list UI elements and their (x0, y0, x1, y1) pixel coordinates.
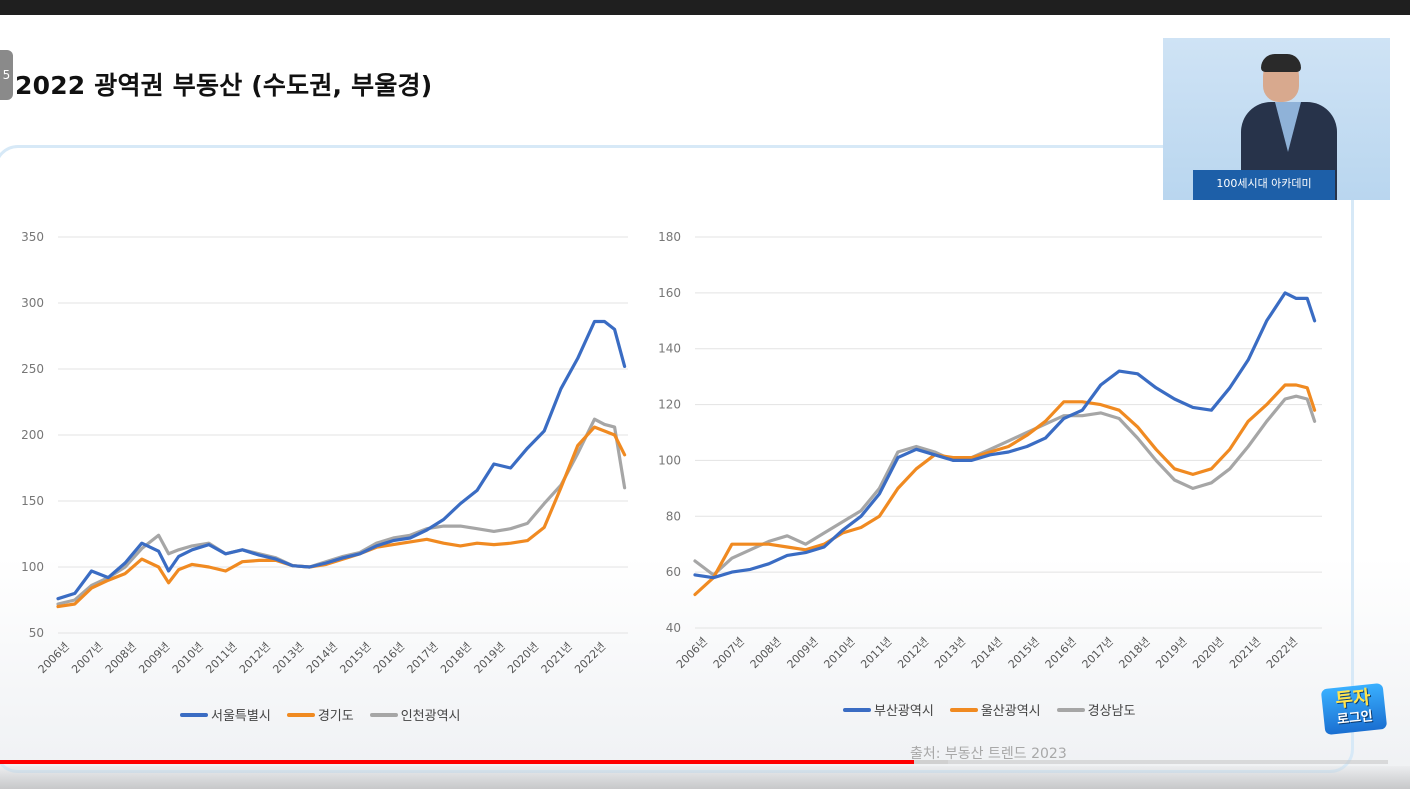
x-tick-label: 2012년 (237, 640, 273, 676)
x-tick-label: 2011년 (203, 640, 239, 676)
podium-sign: 100세시대 아카데미 (1193, 170, 1335, 200)
series-line-2 (56, 425, 627, 609)
series-line-1 (56, 319, 627, 601)
chart-busan-ulsan-gyeongnam-svg: 40 60 80 100 120 140 160 180 2006년 2007년 2008년 2009… (658, 230, 1322, 671)
series-line-2 (693, 383, 1317, 597)
x-tick-label: 2022년 (572, 640, 608, 676)
x-tick-label: 2014년 (304, 640, 340, 676)
x-tick-label: 2009년 (136, 640, 172, 676)
legend-swatch (369, 712, 398, 717)
x-tick-label: 2018년 (438, 640, 474, 676)
legend-label: 경기도 (317, 709, 354, 724)
y-tick-label: 50 (29, 626, 44, 640)
presenter-hair (1261, 54, 1301, 72)
legend-item: 경상남도 (1056, 700, 1136, 719)
y-tick-label: 100 (658, 453, 681, 467)
legend-item: 부산광역시 (843, 700, 934, 719)
x-tick-label: 2022년 (1264, 635, 1300, 671)
x-tick-label: 2016년 (371, 640, 407, 676)
legend-swatch (1056, 707, 1085, 712)
x-tick-label: 2015년 (1006, 635, 1042, 671)
slide-number: 5 (0, 50, 13, 100)
x-tick-label: 2017년 (1080, 635, 1116, 671)
legend-swatch (180, 712, 208, 717)
y-tick-label: 100 (21, 560, 44, 574)
chart-busan-ulsan-gyeongnam: 40 60 80 100 120 140 160 180 2006년 2007년 2008년 2009… (650, 225, 1350, 695)
x-tick-label: 2008년 (103, 640, 139, 676)
legend-busan-ulsan-gyeongnam: 부산광역시 울산광역시 경상남도 (843, 700, 1135, 719)
y-tick-label: 80 (666, 509, 681, 523)
x-tick-label: 2021년 (539, 640, 575, 676)
x-tick-label: 2013년 (932, 635, 968, 671)
x-tick-label: 2012년 (895, 635, 931, 671)
video-controls-bar[interactable] (0, 766, 1410, 789)
x-tick-label: 2007년 (69, 640, 105, 676)
x-tick-label: 2017년 (405, 640, 441, 676)
x-tick-label: 2020년 (505, 640, 541, 676)
x-tick-label: 2020년 (1190, 635, 1226, 671)
x-tick-label: 2010년 (170, 640, 206, 676)
legend-swatch (286, 712, 315, 717)
legend-label: 부산광역시 (874, 704, 934, 719)
source-caption: 출처: 부동산 트렌드 2023 (910, 746, 1067, 762)
legend-capital-region: 서울특별시 경기도 인천광역시 (180, 705, 461, 724)
slide-title: 2022 광역권 부동산 (수도권, 부울경) (15, 71, 433, 100)
legend-item: 경기도 (286, 705, 354, 724)
series-line-3 (693, 394, 1317, 577)
y-tick-label: 150 (21, 494, 44, 508)
legend-swatch (843, 707, 871, 712)
y-tick-label: 250 (21, 362, 44, 376)
presenter-webcam: 100세시대 아카데미 (1163, 38, 1390, 200)
y-tick-label: 160 (658, 286, 681, 300)
x-tick-label: 2006년 (36, 640, 72, 676)
legend-item: 울산광역시 (949, 700, 1041, 719)
y-tick-label: 60 (666, 565, 681, 579)
legend-label: 경상남도 (1087, 704, 1136, 719)
chart-capital-region: 50 100 150 200 250 300 350 2006년 2007년 2008년 2009년… (0, 225, 640, 695)
y-tick-label: 140 (658, 342, 681, 356)
x-tick-label: 2006년 (674, 635, 710, 671)
y-tick-label: 120 (658, 398, 681, 412)
x-tick-label: 2018년 (1116, 635, 1152, 671)
y-tick-label: 180 (658, 230, 681, 244)
y-tick-label: 40 (666, 621, 681, 635)
y-tick-label: 300 (21, 296, 44, 310)
browser-top-bar (0, 0, 1410, 15)
x-tick-label: 2015년 (337, 640, 373, 676)
x-tick-label: 2009년 (785, 635, 821, 671)
legend-swatch (949, 707, 978, 712)
x-tick-label: 2010년 (821, 635, 857, 671)
legend-label: 울산광역시 (980, 704, 1041, 719)
logo-line2: 로그인 (1336, 709, 1374, 728)
legend-label: 서울특별시 (211, 709, 271, 724)
x-tick-label: 2021년 (1227, 635, 1263, 671)
legend-label: 인천광역시 (400, 709, 461, 724)
chart-capital-region-svg: 50 100 150 200 250 300 350 2006년2007년2008년2009년… (21, 230, 628, 676)
y-tick-label: 200 (21, 428, 44, 442)
y-tick-label: 350 (21, 230, 44, 244)
legend-item: 인천광역시 (369, 705, 461, 724)
x-tick-label: 2008년 (748, 635, 784, 671)
x-tick-label: 2019년 (1153, 635, 1189, 671)
video-progress-played[interactable] (0, 760, 914, 764)
channel-logo[interactable]: 투자 로그인 (1320, 682, 1388, 736)
x-tick-label: 2013년 (270, 640, 306, 676)
x-tick-label: 2011년 (858, 635, 894, 671)
x-tick-label: 2016년 (1043, 635, 1079, 671)
x-tick-label: 2007년 (711, 635, 747, 671)
x-tick-label: 2014년 (969, 635, 1005, 671)
series-line-3 (56, 417, 627, 606)
legend-item: 서울특별시 (180, 705, 271, 724)
series-line-1 (693, 291, 1317, 580)
x-tick-label: 2019년 (472, 640, 508, 676)
